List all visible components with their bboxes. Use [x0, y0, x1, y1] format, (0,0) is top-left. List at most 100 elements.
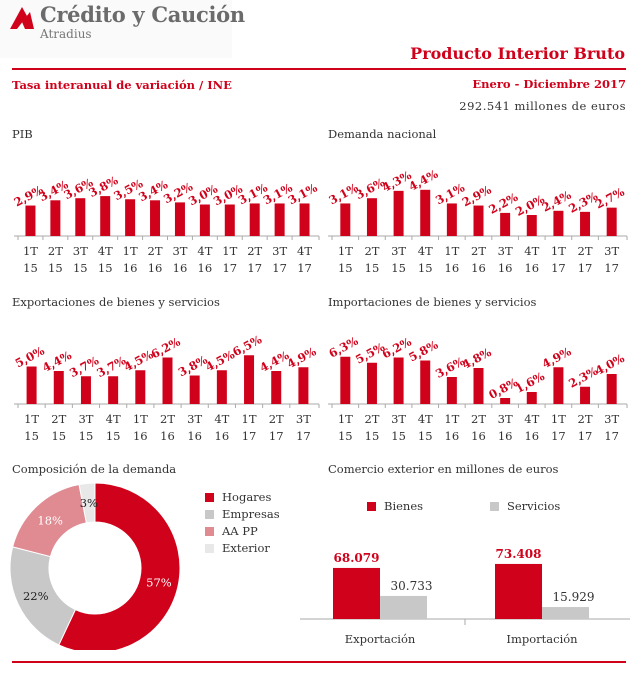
bar: [340, 203, 351, 236]
bar: [420, 189, 431, 236]
slice-label: 57%: [146, 575, 172, 589]
tick-label: 4T: [197, 244, 212, 258]
brand-sub: Atradius: [40, 27, 92, 41]
tick-label: 16: [471, 429, 486, 443]
data-label: 68.079: [334, 551, 380, 565]
bar: [340, 356, 351, 404]
bar: [526, 215, 537, 236]
footer-divider: [12, 661, 626, 663]
tick-label: 17: [604, 429, 619, 443]
tick-label: 17: [222, 261, 237, 275]
bar: [244, 355, 255, 404]
tick-label: 3T: [187, 412, 202, 426]
tick-label: 17: [297, 261, 312, 275]
tick-label: 2T: [578, 412, 593, 426]
data-label: 3,1%: [286, 180, 320, 207]
chart-title-comercio: Comercio exterior en millones de euros: [328, 462, 559, 476]
tick-label: 2T: [160, 412, 175, 426]
tick-label: 3T: [604, 244, 619, 258]
tick-label: 3T: [498, 244, 513, 258]
tick-label: 15: [23, 261, 38, 275]
bar: [553, 210, 564, 236]
tick-label: 15: [365, 429, 380, 443]
tick-label: 15: [365, 261, 380, 275]
tick-label: 15: [391, 261, 406, 275]
tick-label: 16: [148, 261, 163, 275]
bar: [50, 200, 61, 236]
tick-label: 17: [296, 429, 311, 443]
tick-label: 17: [604, 261, 619, 275]
tick-label: 17: [272, 261, 287, 275]
logo-icon: [10, 7, 34, 29]
tick-label: 16: [173, 261, 188, 275]
tick-label: 16: [524, 429, 539, 443]
tick-label: 16: [123, 261, 138, 275]
bar: [53, 371, 64, 404]
tick-label: 17: [578, 261, 593, 275]
data-label: 4,4%: [406, 167, 440, 194]
bar: [446, 203, 457, 236]
tick-label: 15: [418, 429, 433, 443]
chart-title-importaciones: Importaciones de bienes y servicios: [328, 295, 537, 309]
pie-legend: Hogares Empresas AA PP Exterior: [205, 490, 280, 558]
tick-label: 2T: [471, 244, 486, 258]
tick-label: 15: [338, 429, 353, 443]
gdp-value: 292.541 millones de euros: [459, 99, 626, 113]
tick-label: 16: [160, 429, 175, 443]
bar: [271, 371, 282, 404]
bar: [298, 367, 309, 404]
tick-label: 1T: [24, 412, 39, 426]
category-label: Importación: [506, 632, 578, 646]
bar: [580, 386, 591, 404]
tick-label: 17: [242, 429, 257, 443]
tick-label: 17: [269, 429, 284, 443]
bar: [542, 607, 589, 619]
data-label: 4,9%: [540, 344, 574, 371]
tick-label: 17: [551, 261, 566, 275]
bar: [299, 203, 310, 236]
bar: [380, 595, 427, 619]
data-label: 30.733: [391, 579, 433, 593]
bar: [189, 375, 200, 404]
legend-swatch: [490, 502, 499, 511]
chart-importaciones: 6,3%1T155,5%2T156,2%3T155,8%4T153,6%1T16…: [326, 334, 628, 443]
pie-slice: [78, 482, 96, 524]
legend-item-empresas: Empresas: [205, 507, 280, 524]
bar: [500, 398, 511, 404]
legend-item-hogares: Hogares: [205, 490, 280, 507]
bar: [100, 196, 111, 236]
tick-label: 1T: [551, 244, 566, 258]
chart-title-demanda: Demanda nacional: [328, 127, 437, 141]
bar: [473, 368, 484, 404]
tick-label: 3T: [73, 244, 88, 258]
bar: [249, 203, 260, 236]
tick-label: 2T: [269, 412, 284, 426]
bar: [420, 360, 431, 404]
bar: [393, 190, 404, 236]
tick-label: 3T: [498, 412, 513, 426]
bar: [108, 376, 119, 404]
tick-label: 16: [498, 429, 513, 443]
tick-label: 16: [215, 429, 230, 443]
bar: [274, 203, 285, 236]
bar: [606, 207, 617, 236]
tick-label: 1T: [338, 244, 353, 258]
tick-label: 2T: [364, 412, 379, 426]
tick-label: 1T: [23, 244, 38, 258]
data-label: 5,8%: [406, 337, 440, 364]
tick-label: 3T: [391, 412, 406, 426]
tick-label: 3T: [172, 244, 187, 258]
bar: [495, 563, 542, 619]
chart-title-exportaciones: Exportaciones de bienes y servicios: [12, 295, 220, 309]
tick-label: 1T: [242, 412, 257, 426]
data-label: 4,8%: [460, 345, 494, 372]
tick-label: 3T: [78, 412, 93, 426]
legend-swatch: [205, 510, 214, 519]
tick-label: 1T: [133, 412, 148, 426]
legend-swatch: [205, 544, 214, 553]
bar: [333, 567, 380, 619]
slice-label: 22%: [23, 589, 49, 603]
tick-label: 16: [133, 429, 148, 443]
tick-label: 2T: [578, 244, 593, 258]
period-label: Enero - Diciembre 2017: [472, 77, 626, 91]
